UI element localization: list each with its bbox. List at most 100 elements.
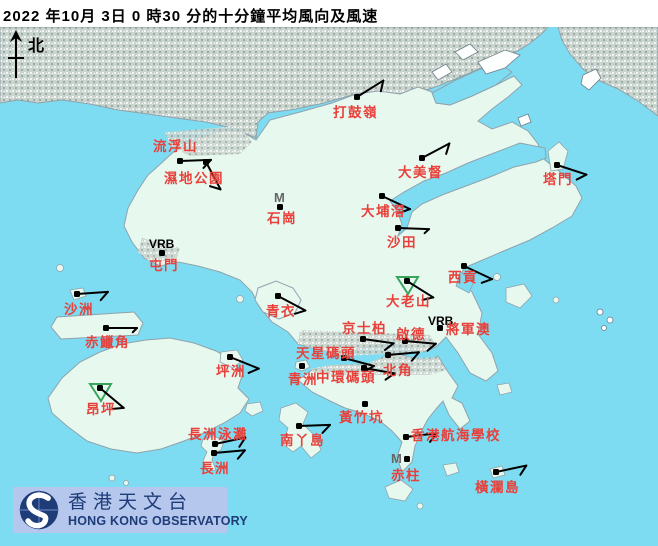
station-dot[interactable]	[461, 263, 467, 269]
station-label-tates-cairn[interactable]: 大老山	[386, 293, 431, 309]
station-dot[interactable]	[177, 158, 183, 164]
station-label-cheung-chau-beach[interactable]: 長洲泳灘	[188, 426, 248, 442]
wind-barb-feather	[384, 372, 396, 381]
wind-barb-shaft	[213, 449, 246, 454]
station-dot[interactable]	[74, 291, 80, 297]
station-label-north-point[interactable]: 北角	[383, 362, 413, 378]
station-label-green-island[interactable]: 青洲	[288, 371, 318, 387]
wind-barb-feather	[321, 423, 331, 434]
station-label-wetland-park[interactable]: 濕地公園	[164, 170, 224, 186]
station-label-waglan-island[interactable]: 橫瀾島	[475, 479, 520, 495]
station-dot[interactable]	[362, 401, 368, 407]
station-chek-lap-kok: 赤鱲角	[85, 325, 138, 350]
station-dot[interactable]	[159, 250, 165, 256]
tolo-harbour	[389, 142, 547, 238]
station-label-kings-park[interactable]: 京士柏	[342, 320, 387, 336]
station-label-central-pier[interactable]: 中環碼頭	[316, 369, 376, 385]
station-label-ngong-ping[interactable]: 昂坪	[86, 402, 116, 417]
station-dot[interactable]	[103, 325, 109, 331]
station-label-peng-chau[interactable]: 坪洲	[216, 364, 246, 379]
station-label-tseung-kwan-o[interactable]: 將軍澳	[446, 321, 491, 337]
station-label-cheung-chau[interactable]: 長洲	[200, 461, 230, 476]
station-dot[interactable]	[275, 293, 281, 299]
station-dot[interactable]	[437, 325, 443, 331]
station-dot[interactable]	[385, 352, 391, 358]
station-cheung-chau: 長洲	[200, 449, 246, 476]
station-hk-sea-school: 香港航海學校	[403, 427, 501, 443]
wind-barb-shaft	[495, 464, 528, 473]
station-dot[interactable]	[227, 354, 233, 360]
station-label-wong-chuk-hang[interactable]: 黃竹坑	[338, 409, 384, 425]
station-dot[interactable]	[341, 355, 347, 361]
station-dot[interactable]	[296, 423, 302, 429]
station-label-sai-kung[interactable]: 西貢	[448, 270, 478, 285]
station-tai-mei-tuk: 大美督	[398, 142, 451, 180]
station-label-ta-kwu-ling[interactable]: 打鼓嶺	[333, 104, 378, 120]
station-tates-cairn: 大老山	[386, 276, 435, 309]
station-dot[interactable]	[360, 336, 366, 342]
station-green-island: 青洲	[288, 363, 318, 387]
station-dot[interactable]	[203, 159, 209, 165]
station-dot[interactable]	[354, 94, 360, 100]
station-tsing-yi: 青衣	[266, 293, 307, 319]
station-label-tsing-yi[interactable]: 青衣	[266, 303, 296, 319]
station-waglan-island: 橫瀾島	[475, 464, 528, 495]
station-dot[interactable]	[493, 469, 499, 475]
wind-barb-shaft	[387, 351, 420, 356]
station-dot[interactable]	[403, 434, 409, 440]
station-label-tuen-mun[interactable]: 屯門	[149, 257, 179, 273]
starling-inlet	[431, 62, 513, 106]
station-dot[interactable]	[402, 338, 408, 344]
station-lamma-island: 南丫島	[280, 423, 331, 448]
station-dot[interactable]	[212, 441, 218, 447]
station-label-shek-kong[interactable]: 石崗	[266, 210, 297, 226]
station-label-lamma-island[interactable]: 南丫島	[280, 432, 325, 448]
station-label-sha-chau[interactable]: 沙洲	[64, 302, 94, 317]
station-label-tai-mei-tuk[interactable]: 大美督	[398, 164, 443, 180]
station-label-chek-lap-kok[interactable]: 赤鱲角	[85, 334, 130, 350]
station-label-star-ferry[interactable]: 天星碼頭	[296, 346, 356, 361]
station-dot[interactable]	[404, 278, 410, 284]
wind-barb-feather	[519, 464, 528, 476]
station-label-tap-mun[interactable]: 塔門	[543, 171, 573, 187]
station-dot[interactable]	[277, 204, 283, 210]
station-peng-chau: 坪洲	[216, 354, 260, 379]
station-dot[interactable]	[379, 193, 385, 199]
wind-barb-shaft	[298, 423, 331, 427]
north-label: 北	[28, 38, 45, 55]
wind-barb-shaft	[343, 357, 375, 368]
station-label-kai-tak[interactable]: 啟德	[396, 326, 426, 342]
soko-islet	[108, 474, 116, 482]
wind-barb-shaft	[356, 79, 385, 98]
kowloon-urban	[298, 330, 436, 356]
station-tai-po-kau: 大埔滘	[361, 193, 412, 219]
station-label-lau-fau-shan[interactable]: 流浮山	[153, 138, 198, 154]
variable-wind-badge: VRB	[149, 237, 175, 251]
station-dot[interactable]	[299, 363, 305, 369]
station-label-stanley[interactable]: 赤柱	[391, 467, 421, 483]
beaufort-islet	[442, 462, 460, 477]
hko-logo[interactable]: 香港天文台 HONG KONG OBSERVATORY	[13, 487, 248, 533]
station-north-point: 北角	[383, 351, 420, 378]
station-shek-kong: M 石崗	[266, 190, 297, 226]
station-label-hk-sea-school[interactable]: 香港航海學校	[410, 427, 501, 443]
station-dot[interactable]	[361, 365, 367, 371]
station-dot[interactable]	[211, 450, 217, 456]
station-dot[interactable]	[419, 155, 425, 161]
station-sha-chau: 沙洲	[64, 290, 109, 317]
station-dot[interactable]	[395, 225, 401, 231]
logo-title-english: HONG KONG OBSERVATORY	[68, 514, 248, 528]
station-dot[interactable]	[404, 456, 410, 462]
station-label-tai-po-kau[interactable]: 大埔滘	[361, 203, 406, 219]
ap-chau-islet	[454, 43, 479, 61]
station-sha-tin: 沙田	[387, 225, 430, 250]
po-toi-islet	[384, 479, 414, 502]
station-dot[interactable]	[97, 385, 103, 391]
station-dot[interactable]	[554, 162, 560, 168]
yantian-headland	[557, 26, 658, 117]
station-label-sha-tin[interactable]: 沙田	[387, 235, 417, 250]
wind-barb-shaft	[76, 290, 109, 295]
wind-barb-feather	[428, 432, 438, 443]
